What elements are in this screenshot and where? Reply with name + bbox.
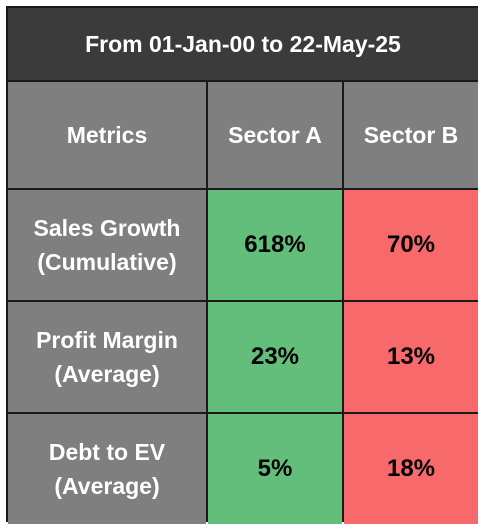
row-label: Sales Growth (Cumulative) <box>8 190 206 300</box>
value-cell: 618% <box>208 190 342 300</box>
value-cell: 13% <box>344 302 478 412</box>
table-title: From 01-Jan-00 to 22-May-25 <box>8 8 478 80</box>
header-cell: Sector B <box>344 82 478 188</box>
value-cell: 18% <box>344 414 478 524</box>
value-cell: 70% <box>344 190 478 300</box>
value-cell: 23% <box>208 302 342 412</box>
metrics-table: From 01-Jan-00 to 22-May-25 Metrics Secto… <box>6 6 478 524</box>
header-cell: Metrics <box>8 82 206 188</box>
row-label: Profit Margin (Average) <box>8 302 206 412</box>
value-cell: 5% <box>208 414 342 524</box>
header-cell: Sector A <box>208 82 342 188</box>
row-label: Debt to EV (Average) <box>8 414 206 524</box>
